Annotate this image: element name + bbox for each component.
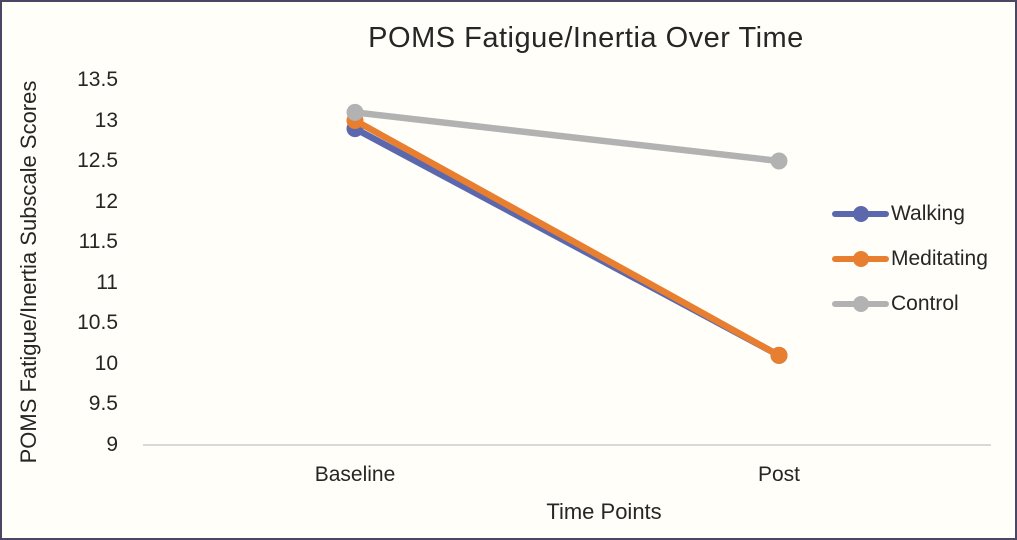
series-line-meditating bbox=[353, 117, 781, 359]
y-tick-label: 13.5 bbox=[77, 68, 118, 91]
series-marker-control-baseline bbox=[346, 103, 364, 121]
y-tick-label: 11 bbox=[96, 270, 118, 294]
y-axis-tick-labels: 13.5 13 12.5 12 11.5 11 10.5 10 9.5 9 bbox=[42, 2, 118, 538]
legend-key-icon-meditating bbox=[832, 250, 889, 267]
y-tick-label: 12 bbox=[94, 189, 118, 213]
x-tick-label-baseline: Baseline bbox=[314, 463, 396, 486]
y-tick-label: 9 bbox=[106, 432, 118, 456]
y-tick-label: 10 bbox=[94, 351, 118, 375]
series-marker-meditating-post bbox=[770, 346, 788, 364]
legend-key-icon-control bbox=[832, 295, 889, 312]
chart-legend: Walking Meditating Control bbox=[832, 191, 988, 326]
x-axis-tick-labels: Baseline Post bbox=[2, 463, 1015, 493]
series-marker-control-post bbox=[770, 152, 788, 170]
legend-key-icon-walking bbox=[832, 205, 889, 222]
y-tick-label: 9.5 bbox=[88, 392, 118, 415]
legend-label-meditating: Meditating bbox=[891, 246, 988, 270]
x-axis-line bbox=[143, 443, 991, 446]
series-line-control bbox=[354, 109, 780, 165]
legend-label-walking: Walking bbox=[891, 201, 965, 225]
y-tick-label: 13 bbox=[94, 108, 118, 132]
y-tick-label: 11.5 bbox=[78, 230, 118, 253]
legend-item-walking: Walking bbox=[832, 191, 988, 236]
legend-label-control: Control bbox=[891, 291, 959, 315]
x-axis-title: Time Points bbox=[546, 499, 662, 524]
y-tick-label: 10.5 bbox=[77, 311, 118, 334]
chart-title: POMS Fatigue/Inertia Over Time bbox=[368, 22, 804, 54]
x-tick-label-post: Post bbox=[757, 463, 801, 486]
legend-item-control: Control bbox=[832, 281, 988, 326]
y-tick-label: 12.5 bbox=[77, 149, 118, 172]
legend-item-meditating: Meditating bbox=[832, 236, 988, 281]
